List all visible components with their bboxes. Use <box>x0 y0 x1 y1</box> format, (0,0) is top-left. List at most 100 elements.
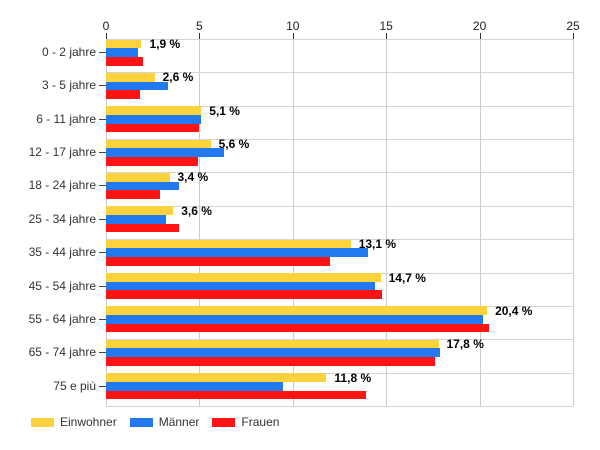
vertical-gridline <box>292 39 294 406</box>
bar-einwohner <box>106 172 170 182</box>
legend-label-maenner: Männer <box>158 415 200 429</box>
bar-einwohner <box>106 206 174 215</box>
legend-swatch-einwohner-icon <box>31 417 54 427</box>
category-label: 0 - 2 jahre <box>41 45 96 59</box>
bar-einwohner <box>106 273 381 282</box>
bar-frauen <box>106 156 198 166</box>
x-axis-tick-label: 0 <box>102 19 110 33</box>
bar-einwohner <box>106 339 439 349</box>
legend-label-einwohner: Einwohner <box>60 415 117 429</box>
bar-männer <box>106 381 284 391</box>
bar-männer <box>106 114 202 124</box>
bar-männer <box>106 315 484 324</box>
horizontal-gridline <box>106 172 573 174</box>
category-tick <box>99 152 106 154</box>
x-axis-tick-label: 5 <box>196 19 203 33</box>
bar-frauen <box>106 190 161 200</box>
category-tick <box>99 52 106 53</box>
legend-item-einwohner: Einwohner <box>31 416 117 428</box>
x-axis-tick <box>386 33 388 39</box>
category-label: 12 - 17 jahre <box>28 145 96 160</box>
category-row: 12 - 17 jahre 5,6 % <box>29 137 573 172</box>
bar-männer <box>106 215 166 224</box>
category-label: 35 - 44 jahre <box>28 245 96 260</box>
horizontal-gridline <box>106 139 573 141</box>
category-row: 65 - 74 jahre 17,8 % <box>29 337 573 372</box>
x-axis-tick <box>573 33 574 39</box>
category-row: 0 - 2 jahre 1,9 % <box>42 37 573 72</box>
bar-value-label: 5,1 % <box>209 103 240 118</box>
bar-männer <box>106 281 375 291</box>
legend-item-frauen: Frauen <box>212 416 279 428</box>
horizontal-gridline <box>106 406 573 407</box>
category-tick <box>99 85 106 87</box>
category-row: 3 - 5 jahre 2,6 % <box>42 70 573 105</box>
category-label: 3 - 5 jahre <box>41 78 96 93</box>
bar-value-label: 5,6 % <box>218 137 250 152</box>
bar-einwohner <box>106 306 488 316</box>
bar-männer <box>106 348 441 358</box>
bar-value-label: 20,4 % <box>495 303 533 318</box>
bar-männer <box>106 248 368 258</box>
category-row: 25 - 34 jahre 3,6 % <box>29 203 573 239</box>
category-label: 65 - 74 jahre <box>28 345 96 360</box>
category-tick <box>99 218 106 220</box>
category-row: 35 - 44 jahre 13,1 % <box>29 237 573 272</box>
bar-value-label: 17,8 % <box>446 337 484 352</box>
category-row: 45 - 54 jahre 14,7 % <box>29 270 573 306</box>
x-axis-tick <box>199 33 201 39</box>
bar-einwohner <box>106 373 327 382</box>
horizontal-gridline <box>106 72 573 74</box>
bar-einwohner <box>106 72 155 82</box>
x-axis-tick-label: 25 <box>566 19 580 33</box>
legend-swatch-frauen-icon <box>212 417 236 427</box>
bar-frauen <box>106 123 200 133</box>
bar-frauen <box>106 357 435 366</box>
category-tick <box>99 118 106 120</box>
category-tick <box>99 252 106 254</box>
category-tick <box>99 352 106 354</box>
category-tick <box>99 385 106 387</box>
x-axis-tick <box>479 33 481 39</box>
bar-value-label: 3,6 % <box>181 203 212 218</box>
bar-value-label: 2,6 % <box>162 70 194 85</box>
bar-einwohner <box>106 39 142 49</box>
bar-value-label: 3,4 % <box>177 170 209 185</box>
vertical-gridline <box>386 39 388 406</box>
bar-männer <box>106 48 138 57</box>
horizontal-gridline <box>106 105 573 107</box>
horizontal-gridline <box>106 39 573 40</box>
bar-frauen <box>106 223 179 233</box>
horizontal-gridline <box>106 205 573 207</box>
legend-item-maenner: Männer <box>129 415 200 429</box>
category-label: 55 - 64 jahre <box>28 311 96 326</box>
bar-value-label: 14,7 % <box>388 270 426 285</box>
plot-area: 0 5 10 15 20 25 0 - 2 jahre 1,9 % 3 - 5 jahre 2,6… <box>29 20 580 407</box>
bar-frauen <box>106 56 144 66</box>
x-axis-tick <box>106 33 107 39</box>
legend: Einwohner Männer Frauen <box>31 416 292 428</box>
category-row: 18 - 24 jahre 3,4 % <box>29 170 573 205</box>
bar-value-label: 1,9 % <box>149 37 181 51</box>
category-label: 75 e più <box>53 378 96 393</box>
legend-label-frauen: Frauen <box>241 415 280 429</box>
bar-frauen <box>106 323 489 333</box>
vertical-gridline <box>479 39 481 406</box>
category-tick <box>99 185 106 187</box>
bar-einwohner <box>106 239 351 249</box>
vertical-gridline <box>199 39 201 406</box>
category-label: 45 - 54 jahre <box>28 278 96 293</box>
bar-männer <box>106 148 224 157</box>
category-row: 6 - 11 jahre 5,1 % <box>36 103 573 139</box>
bar-männer <box>106 81 168 91</box>
bar-value-label: 11,8 % <box>334 370 372 385</box>
bar-value-label: 13,1 % <box>358 237 397 252</box>
x-axis-tick-label: 20 <box>472 19 487 33</box>
category-label: 18 - 24 jahre <box>28 178 96 193</box>
category-tick <box>99 285 106 287</box>
horizontal-gridline <box>106 372 573 374</box>
bar-männer <box>106 181 179 191</box>
bar-frauen <box>106 290 383 300</box>
bar-frauen <box>106 257 331 266</box>
